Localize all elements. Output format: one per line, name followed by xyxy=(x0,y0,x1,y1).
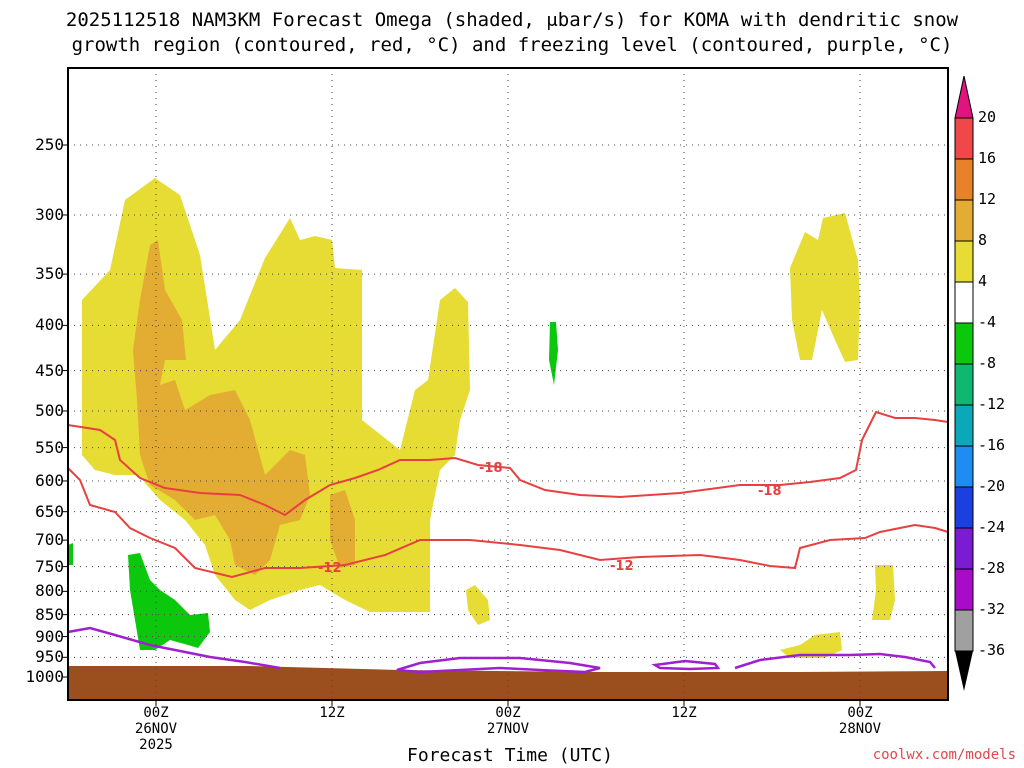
omega-shading xyxy=(68,178,895,658)
colorbar-swatch xyxy=(954,281,974,324)
colorbar-swatch xyxy=(954,404,974,447)
colorbar-swatch xyxy=(954,609,974,652)
omega-8-12-region-b xyxy=(330,490,355,568)
y-tick-label: 900 xyxy=(35,626,64,646)
y-tick-label: 500 xyxy=(35,401,64,420)
freezing-contour-west xyxy=(67,626,281,670)
y-tick-label: 750 xyxy=(35,556,64,576)
colorbar-swatch xyxy=(954,445,974,488)
colorbar-bottom-arrow xyxy=(955,651,973,691)
x-tick-label-line: 00Z xyxy=(847,705,873,721)
y-tick-label: 250 xyxy=(35,135,64,154)
contour-minus12 xyxy=(67,467,949,579)
colorbar-label: 12 xyxy=(978,190,997,208)
omega-8-12-region xyxy=(133,240,310,575)
y-tick-label: 650 xyxy=(35,501,64,521)
omega-minus4-region-3 xyxy=(68,543,73,565)
y-tick-label: 800 xyxy=(35,581,64,601)
x-axis-title: Forecast Time (UTC) xyxy=(407,745,613,766)
colorbar-label: -8 xyxy=(978,354,997,372)
colorbar-top-arrow xyxy=(954,75,974,119)
contour-label: -12 xyxy=(318,561,342,576)
colorbar-swatch xyxy=(954,568,974,611)
y-ticks xyxy=(62,144,68,678)
omega-4-8-region-small-1 xyxy=(466,585,490,625)
chart-title-line-2: growth region (contoured, red, °C) and f… xyxy=(71,34,953,56)
colorbar-swatch xyxy=(954,117,974,160)
colorbar-label: -20 xyxy=(978,477,1006,495)
omega-colorbar xyxy=(954,75,974,691)
credit-link[interactable]: coolwx.com/models xyxy=(872,747,1016,763)
colorbar-label: -12 xyxy=(978,395,1006,413)
x-tick-label: 00Z 28NOV xyxy=(815,705,905,737)
y-tick-label: 550 xyxy=(35,437,64,457)
colorbar-label: -4 xyxy=(978,313,997,331)
y-tick-label: 1000 xyxy=(25,667,64,686)
colorbar-label: -36 xyxy=(978,641,1006,659)
colorbar-label: -32 xyxy=(978,600,1006,618)
colorbar-swatch xyxy=(954,240,974,283)
colorbar-swatch xyxy=(954,486,974,529)
colorbar-swatch xyxy=(954,158,974,201)
omega-minus4-region-2 xyxy=(549,322,558,385)
colorbar-swatch xyxy=(954,322,974,365)
freezing-contour-mid xyxy=(396,656,601,674)
chart-title-line-1: 2025112518 NAM3KM Forecast Omega (shaded… xyxy=(65,9,959,31)
colorbar-swatch xyxy=(954,527,974,570)
freezing-contour-east-2 xyxy=(734,652,936,670)
colorbar-swatch xyxy=(954,363,974,406)
colorbar-label: 20 xyxy=(978,108,997,126)
x-tick-label: 00Z 26NOV 2025 xyxy=(111,705,201,753)
colorbar-label: 16 xyxy=(978,149,997,167)
x-ticks xyxy=(155,700,861,706)
x-tick-label-line: 00Z xyxy=(495,705,521,721)
x-tick-label: 12Z xyxy=(639,705,729,721)
omega-minus4-region-1 xyxy=(128,553,210,650)
x-tick-label: 12Z xyxy=(287,705,377,721)
y-tick-label: 950 xyxy=(35,647,64,667)
freezing-level-contours xyxy=(67,626,936,674)
y-tick-label: 450 xyxy=(35,360,64,380)
omega-4-8-region-small-2 xyxy=(872,565,895,620)
omega-4-8-region-east xyxy=(790,213,860,362)
contour-label: -12 xyxy=(610,559,634,574)
omega-4-8-region-small-3 xyxy=(780,632,842,658)
contour-label: -18 xyxy=(479,461,503,476)
colorbar-label: 8 xyxy=(978,231,988,249)
x-tick-label-line: 28NOV xyxy=(838,721,882,737)
x-tick-label-line: 27NOV xyxy=(486,721,530,737)
y-tick-label: 700 xyxy=(35,530,64,550)
y-tick-label: 400 xyxy=(35,315,64,335)
x-tick-label-line: 00Z xyxy=(143,705,169,721)
x-tick-label-line: 12Z xyxy=(319,705,345,721)
colorbar-label: -24 xyxy=(978,518,1006,536)
freezing-contour-east-1 xyxy=(651,659,721,671)
colorbar-swatch xyxy=(954,199,974,242)
y-tick-label: 600 xyxy=(35,470,64,490)
y-tick-label: 350 xyxy=(35,264,64,284)
x-tick-label-line: 26NOV xyxy=(134,721,178,737)
colorbar-label: 4 xyxy=(978,272,988,290)
dendritic-contours xyxy=(67,410,949,579)
x-tick-label: 00Z 27NOV xyxy=(463,705,553,737)
x-tick-label-line: 12Z xyxy=(671,705,697,721)
contour-minus18 xyxy=(67,410,949,517)
colorbar-label: -28 xyxy=(978,559,1006,577)
contour-label: -18 xyxy=(758,484,782,499)
y-tick-label: 300 xyxy=(35,204,64,224)
x-tick-label-line: 2025 xyxy=(139,737,173,753)
y-tick-label: 850 xyxy=(35,604,64,624)
ground-terrain xyxy=(68,666,948,700)
colorbar-label: -16 xyxy=(978,436,1006,454)
